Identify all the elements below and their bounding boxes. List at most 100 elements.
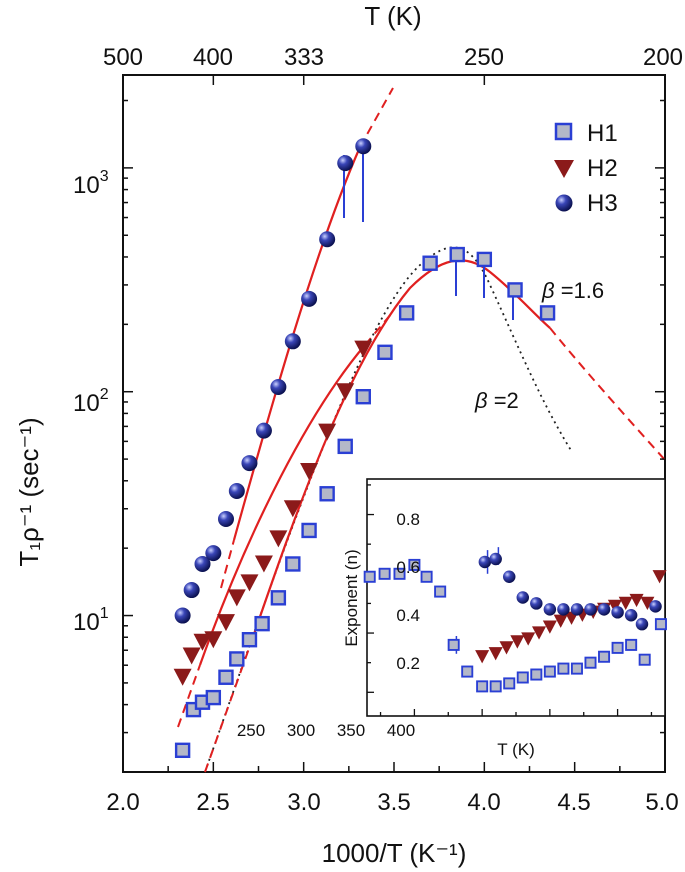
inset-x-axis-title: T (K) [497,740,534,759]
y-tick-label: 101 [73,605,109,636]
error-bars [343,146,514,320]
data-point-h1 [584,656,597,669]
data-point-h2 [629,593,644,608]
data-point-h1 [254,615,270,632]
data-point-h1 [543,665,556,678]
data-point-h1 [539,305,556,321]
data-point-h3 [183,582,200,599]
beta-1.6-annotation: β =1.6 [541,278,604,303]
data-point-h2 [204,631,223,649]
inset-plot-frame [366,478,666,717]
data-point-h1 [408,558,421,571]
data-point-h1 [420,570,433,583]
data-point-h1 [422,255,438,271]
legend-label: H3 [587,190,618,217]
data-point-h2 [283,500,302,518]
data-point-h1 [377,344,393,361]
data-point-h1 [570,662,583,675]
data-point-h2 [318,423,337,441]
data-point-h3 [649,600,662,613]
y-tick-label: 103 [73,168,109,199]
data-point-h1 [449,246,465,263]
data-point-h1 [638,653,651,666]
data-point-h1 [611,641,624,654]
data-point-h2 [216,614,235,632]
data-point-h1 [363,570,376,583]
inset-x-tick-labels: 250 300 350 400 [237,721,415,740]
h3-fit-dashed [220,539,235,589]
data-point-h1 [337,438,353,455]
data-point-h1 [530,668,543,681]
legend-marker-h2 [554,160,574,178]
top-axis-title: T (K) [364,1,421,31]
inset-x-tick-label: 400 [387,721,415,740]
x-tick-label: 3.5 [377,789,410,816]
top-tick-label: 500 [103,44,143,71]
legend-label: H1 [587,120,618,147]
inset-y-tick-label: 0.4 [396,606,420,625]
data-point-h1 [503,677,516,690]
data-point-h1 [319,486,335,502]
inset-y-axis-title: Exponent (n) [342,549,361,646]
top-tick-label: 250 [464,44,504,71]
legend-marker-h1 [554,122,573,141]
data-point-h2 [521,632,536,646]
data-point-h1 [393,567,406,580]
inset-x-tick-label: 250 [237,721,265,740]
data-point-h3 [228,483,245,500]
data-point-h1 [507,282,523,298]
inset-x-tick-label: 350 [337,721,365,740]
data-point-h1 [301,522,317,539]
data-point-h2 [193,633,212,651]
data-point-h3 [194,555,211,572]
inset-y-tick-label: 0.6 [396,558,420,577]
data-point-h2 [240,574,259,592]
data-point-h1 [557,662,570,675]
data-point-h1 [516,671,529,684]
inset-y-tick-labels: 0.2 0.4 0.6 0.8 [396,510,420,673]
data-point-h3 [570,603,584,616]
data-point-h3 [502,570,516,584]
data-point-h1 [654,618,667,631]
data-point-h3 [217,510,234,527]
data-point-h2 [553,614,568,628]
top-tick-label: 400 [193,44,233,71]
x-tick-label: 3.0 [287,789,320,816]
data-point-h2 [607,599,622,614]
data-point-h3 [597,603,611,616]
data-point-h3 [205,545,222,562]
data-point-h1 [398,305,415,321]
x-tick-label: 4.0 [467,789,500,816]
data-point-h1 [461,665,474,678]
data-point-h2 [640,596,655,611]
h2-fit-solid [198,344,366,666]
legend: H1 H2 H3 [554,120,618,217]
x-tick-label: 2.0 [106,789,139,816]
data-point-h2 [254,555,273,573]
data-point-h2 [488,647,503,661]
data-point-h3 [516,591,530,604]
data-point-h1 [489,680,502,693]
data-point-h3 [635,617,649,631]
data-point-h3 [355,138,372,155]
x-tick-label: 4.5 [557,789,590,816]
inset-y-tick-label: 0.8 [396,510,420,529]
data-point-h2 [173,668,192,686]
h3-fit-dashed-upper [359,87,394,148]
data-point-h1 [378,567,391,580]
h1-fit-dashed-lower [204,639,253,773]
top-tick-label: 333 [284,44,324,71]
legend-label: H2 [587,155,618,182]
data-point-h3 [284,333,301,350]
data-point-h1 [229,651,245,667]
h2-fit-dashed [177,664,201,728]
data-point-h3 [270,378,287,395]
data-point-h1 [434,585,447,598]
data-point-h2 [336,383,355,401]
data-point-h3 [489,552,502,566]
data-point-h3 [337,155,354,172]
data-point-h2 [499,641,514,655]
data-point-h1 [218,669,234,685]
x-axis-title: 1000/T (K⁻¹) [322,838,467,868]
